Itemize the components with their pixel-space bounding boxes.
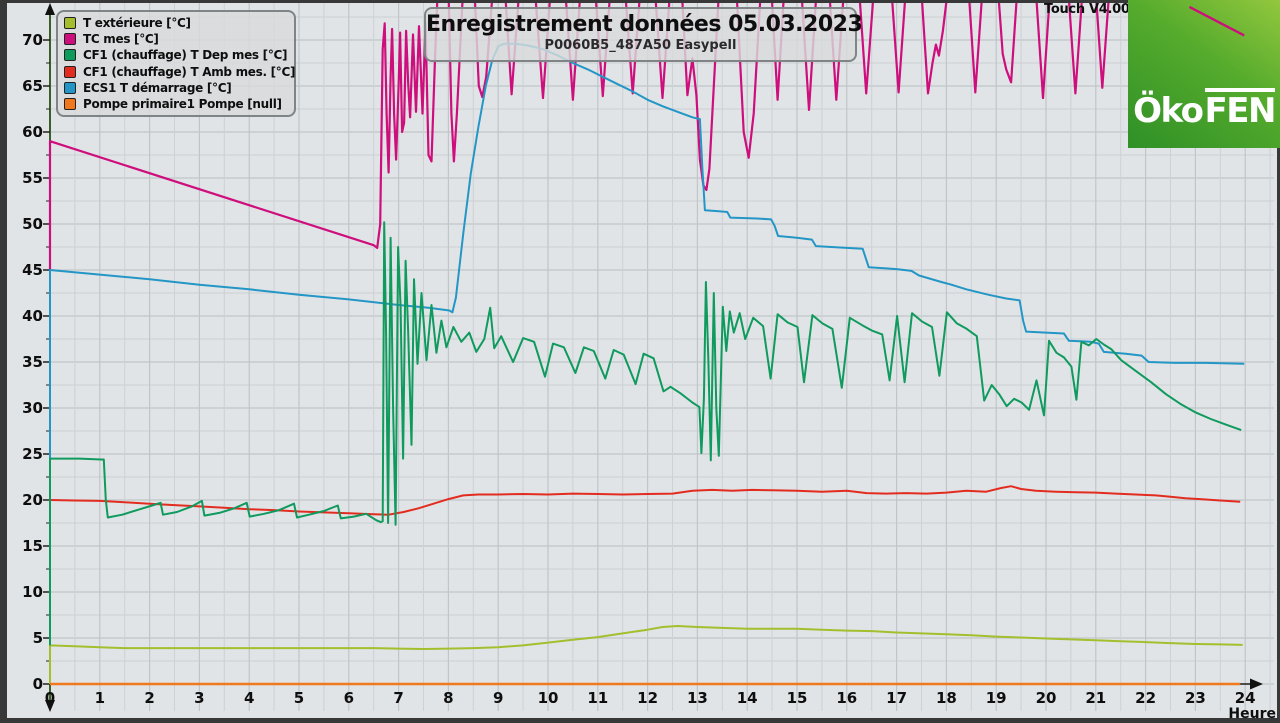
chart-grid (49, 3, 1274, 711)
series-t_ext-line (49, 625, 1243, 684)
series-curves (48, 3, 1245, 686)
legend-label: ECS1 T démarrage [°C] (83, 80, 232, 95)
legend-label: CF1 (chauffage) T Dep mes [°C] (83, 48, 288, 63)
okofen-logo: ÖkoFEN (1128, 0, 1280, 148)
x-tick-label: 19 (986, 689, 1007, 707)
y-tick-label: 25 (22, 445, 43, 463)
x-axis-ticks: 0 1 2 3 4 5 6 7 8 9 10 11 12 13 14 15 16 17 18 19 20 21 22 23 24… (45, 689, 1276, 722)
legend-item-pompe: Pompe primaire1 Pompe [null] (64, 96, 288, 112)
legend-item-ecs1: ECS1 T démarrage [°C] (64, 80, 288, 96)
x-tick-label: 15 (787, 689, 808, 707)
legend-swatch-t_amb (64, 65, 76, 78)
x-tick-label: 8 (443, 689, 453, 707)
legend-item-t_dep: CF1 (chauffage) T Dep mes [°C] (64, 47, 288, 63)
x-tick-label: 20 (1036, 689, 1057, 707)
x-tick-label: 21 (1085, 689, 1106, 707)
x-tick-label: 11 (587, 689, 608, 707)
y-tick-label: 5 (33, 629, 43, 647)
legend-swatch-t_dep (64, 49, 76, 62)
y-axis-up-arrow-icon (45, 3, 55, 15)
x-tick-label: 23 (1185, 689, 1206, 707)
y-tick-label: 60 (22, 123, 43, 141)
legend-swatch-tc_mes (64, 33, 76, 46)
y-axis-ticks: 0 5 10 15 20 25 30 35 40 45 50 55 60 65 70 (22, 31, 50, 693)
legend-swatch-t_ext (64, 17, 76, 30)
series-ecs1-line (49, 42, 1245, 459)
x-tick-label: 3 (194, 689, 204, 707)
y-tick-label: 40 (22, 307, 43, 325)
x-tick-label: 6 (344, 689, 354, 707)
y-tick-label: 50 (22, 215, 43, 233)
logo-text-oko: Öko (1133, 91, 1204, 131)
legend-item-t_ext: T extérieure [°C] (64, 15, 288, 31)
x-axis-label: Heure (1228, 706, 1276, 722)
legend-swatch-ecs1 (64, 81, 76, 94)
x-tick-label: 12 (637, 689, 658, 707)
page-subtitle: P0060B5_487A50 Easypell (544, 38, 737, 53)
x-tick-label: 16 (836, 689, 857, 707)
y-tick-label: 20 (22, 491, 43, 509)
y-tick-label: 65 (22, 77, 43, 95)
x-tick-label: 2 (144, 689, 154, 707)
legend-swatch-pompe (64, 97, 76, 110)
y-tick-label: 0 (33, 675, 43, 693)
okofen-wordmark: ÖkoFEN (1133, 88, 1276, 131)
title-box: Enregistrement données 05.03.2023 P0060B… (424, 7, 863, 62)
x-tick-label: 0 (45, 689, 55, 707)
x-tick-label: 10 (538, 689, 559, 707)
y-tick-label: 30 (22, 399, 43, 417)
x-tick-label: 7 (393, 689, 403, 707)
x-tick-label: 4 (244, 689, 254, 707)
y-tick-label: 10 (22, 583, 43, 601)
legend-label: T extérieure [°C] (83, 16, 191, 31)
logo-text-fen: FEN (1204, 88, 1276, 128)
x-tick-label: 17 (886, 689, 907, 707)
x-tick-label: 14 (737, 689, 758, 707)
legend-item-tc_mes: TC mes [°C] (64, 31, 288, 47)
firmware-version-label: Touch V4.00b (1044, 2, 1139, 17)
x-axis-right-arrow-icon (1250, 678, 1263, 690)
x-tick-label: 13 (687, 689, 708, 707)
legend: T extérieure [°C] TC mes [°C] CF1 (chauffa… (56, 10, 296, 117)
x-tick-label: 22 (1135, 689, 1156, 707)
legend-label: CF1 (chauffage) T Amb mes. [°C] (83, 64, 296, 79)
series-tc_mes-line (48, 3, 1245, 270)
y-tick-label: 15 (22, 537, 43, 555)
x-tick-label: 5 (294, 689, 304, 707)
y-tick-label: 45 (22, 261, 43, 279)
series-t_dep-line (49, 221, 1242, 646)
x-tick-label: 24 (1235, 689, 1256, 707)
page-title: Enregistrement données 05.03.2023 (426, 12, 863, 37)
y-tick-label: 35 (22, 353, 43, 371)
x-tick-label: 1 (95, 689, 105, 707)
y-tick-label: 55 (22, 169, 43, 187)
x-tick-label: 9 (493, 689, 503, 707)
x-tick-label: 18 (936, 689, 957, 707)
series-t_amb-line (49, 485, 1241, 516)
legend-item-t_amb: CF1 (chauffage) T Amb mes. [°C] (64, 64, 295, 80)
y-axis-down-arrow-icon (45, 700, 55, 712)
legend-label: TC mes [°C] (83, 32, 159, 47)
y-tick-label: 70 (22, 31, 43, 49)
legend-label: Pompe primaire1 Pompe [null] (83, 96, 282, 111)
